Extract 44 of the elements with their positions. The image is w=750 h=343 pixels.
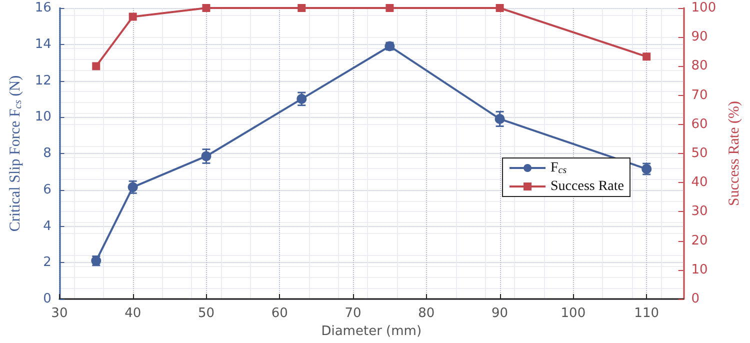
point — [202, 4, 210, 12]
y2-tick-label: 100 — [691, 0, 716, 16]
y2-axis-title: Success Rate (%) — [726, 101, 742, 206]
y2-tick-label: 30 — [691, 204, 708, 220]
y-tick-label: 10 — [34, 110, 52, 125]
point — [298, 4, 306, 12]
y2-tick-label: 60 — [691, 116, 708, 132]
y-tick-label: 8 — [43, 146, 52, 161]
x-tick-label: 70 — [344, 306, 362, 321]
x-tick-label: 80 — [418, 306, 435, 321]
point — [496, 4, 504, 12]
y-tick-label: 4 — [43, 218, 52, 234]
x-tick-label: 50 — [198, 306, 215, 321]
y-tick-label: 0 — [43, 292, 52, 306]
x-tick-label: 30 — [51, 306, 68, 321]
x-tick-label: 40 — [124, 306, 142, 321]
y-axis-title: Critical Slip Force Fcs (N) — [8, 75, 24, 232]
point — [128, 12, 137, 21]
point — [296, 94, 307, 104]
y2-tick-label: 70 — [691, 88, 708, 103]
y-tick-label: 16 — [34, 0, 52, 16]
y2-tick-label: 80 — [691, 58, 708, 74]
y2-tick-label: 0 — [691, 292, 700, 306]
x-axis-title: Diameter (mm) — [321, 324, 422, 339]
x-tick-label: 100 — [560, 306, 586, 321]
point — [494, 114, 505, 124]
y-tick-label: 6 — [43, 182, 52, 198]
point — [386, 4, 394, 12]
y2-tick-label: 20 — [691, 233, 708, 248]
point — [201, 151, 212, 162]
x-tick-label: 90 — [492, 306, 508, 321]
x-tick-label: 110 — [634, 306, 660, 321]
point — [92, 62, 100, 70]
y-tick-label: 12 — [34, 73, 52, 88]
legend-label: Fcs — [550, 160, 567, 176]
y2-tick-label: 50 — [691, 146, 708, 161]
y2-tick-label: 90 — [691, 30, 708, 45]
x-tick-label: 60 — [271, 306, 288, 321]
point — [642, 52, 651, 61]
y-tick-label: 2 — [43, 255, 52, 270]
y2-tick-label: 10 — [691, 262, 708, 278]
legend-label: Success Rate — [550, 179, 624, 194]
y-tick-label: 14 — [34, 36, 52, 52]
y2-tick-label: 40 — [691, 175, 708, 190]
